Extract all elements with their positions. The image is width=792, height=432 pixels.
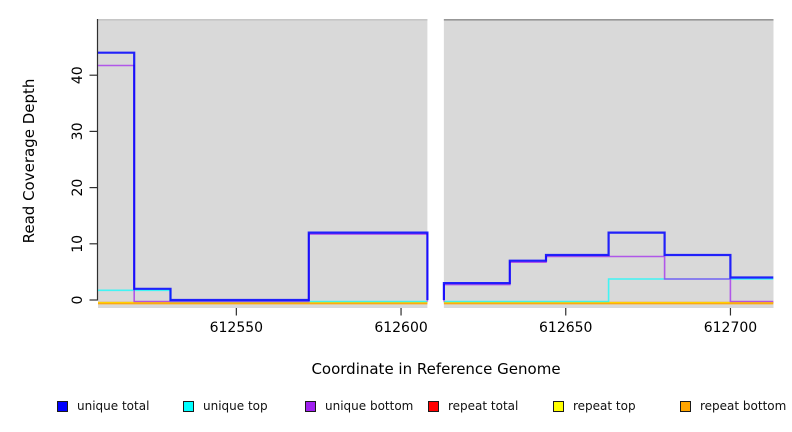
plot-panel-right bbox=[443, 19, 774, 308]
x-tick-label: 612650 bbox=[539, 320, 592, 336]
x-tick-label: 612550 bbox=[210, 320, 263, 336]
series-line-unique-total bbox=[98, 51, 429, 302]
plot-panel-left bbox=[98, 19, 428, 308]
y-tick-label: 30 bbox=[70, 122, 86, 140]
y-tick-label: 20 bbox=[70, 179, 86, 197]
y-tick-label: 10 bbox=[70, 235, 86, 253]
series-line-unique-total bbox=[442, 231, 774, 300]
x-tick-label: 612700 bbox=[704, 320, 757, 336]
x-tick-label: 612600 bbox=[374, 320, 427, 336]
x-axis-title: Coordinate in Reference Genome bbox=[311, 360, 561, 378]
y-tick-label: 0 bbox=[70, 296, 86, 305]
y-tick-label: 40 bbox=[70, 66, 86, 84]
y-axis-title: Read Coverage Depth bbox=[20, 78, 38, 244]
